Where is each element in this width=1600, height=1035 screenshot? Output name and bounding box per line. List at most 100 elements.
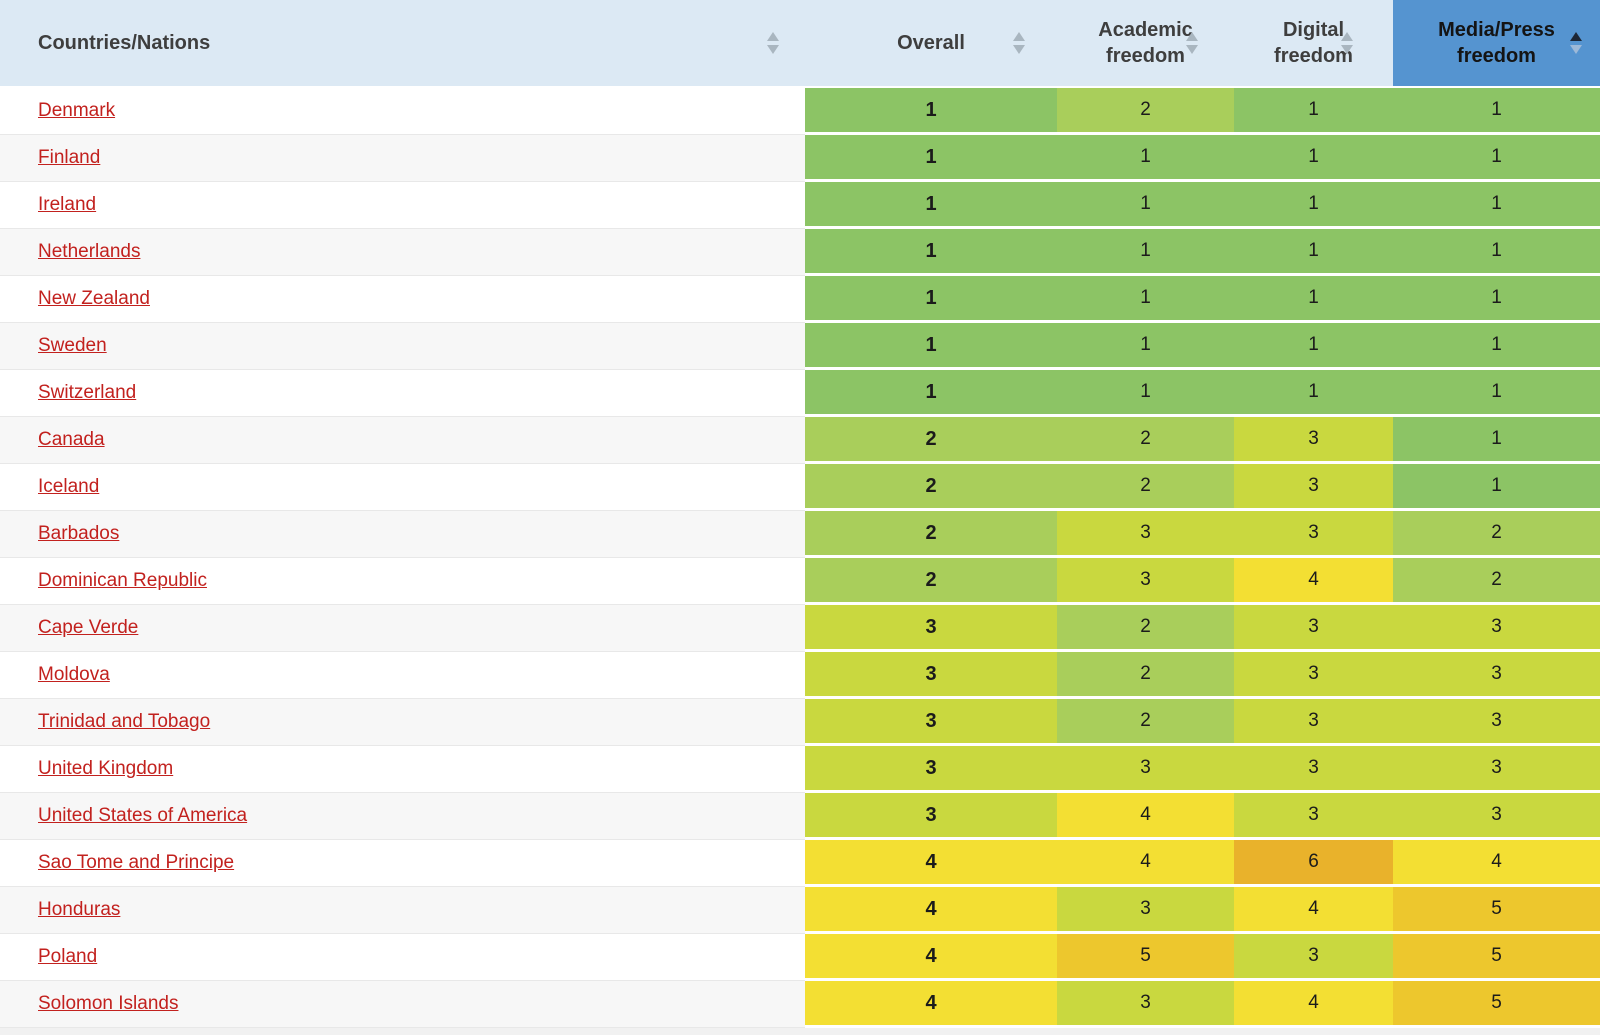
overall-score-cell: 1 xyxy=(805,276,1057,323)
sort-arrows-icon xyxy=(1341,32,1353,54)
country-link[interactable]: Moldova xyxy=(38,664,110,685)
country-link[interactable]: Barbados xyxy=(38,523,120,544)
digital-score-cell: 3 xyxy=(1234,934,1393,981)
country-cell: Moldova xyxy=(0,652,805,699)
country-link[interactable]: Honduras xyxy=(38,899,121,920)
overall-score-cell: 2 xyxy=(805,417,1057,464)
country-link[interactable]: Iceland xyxy=(38,476,100,497)
media-score-cell: 2 xyxy=(1393,558,1600,605)
academic-score-cell: 1 xyxy=(1057,229,1234,276)
overall-score-cell: 3 xyxy=(805,652,1057,699)
sort-arrows-icon xyxy=(1570,32,1582,54)
academic-score-cell: 1 xyxy=(1057,276,1234,323)
academic-score-cell: 4 xyxy=(1057,840,1234,887)
country-link[interactable]: Switzerland xyxy=(38,382,137,403)
digital-score-cell: 1 xyxy=(1234,229,1393,276)
table-row: Canada 2 2 3 1 xyxy=(0,417,1600,464)
table-row: Solomon Islands 4 3 4 5 xyxy=(0,981,1600,1028)
overall-score-cell: 1 xyxy=(805,182,1057,229)
table-row: Honduras 4 3 4 5 xyxy=(0,887,1600,934)
academic-score-cell: 3 xyxy=(1057,746,1234,793)
country-link[interactable]: Cape Verde xyxy=(38,617,139,638)
table-row: Moldova 3 2 3 3 xyxy=(0,652,1600,699)
country-link[interactable]: United Kingdom xyxy=(38,758,174,779)
country-cell: Canada xyxy=(0,417,805,464)
country-link[interactable]: Canada xyxy=(38,429,105,450)
academic-score-cell: 2 xyxy=(1057,652,1234,699)
country-link[interactable]: Solomon Islands xyxy=(38,993,179,1014)
overall-score-cell: 2 xyxy=(805,511,1057,558)
overall-score-cell: 2 xyxy=(805,464,1057,511)
country-cell: Trinidad and Tobago xyxy=(0,699,805,746)
digital-score-cell: 3 xyxy=(1234,464,1393,511)
column-header-countries[interactable]: Countries/Nations xyxy=(0,0,805,88)
overall-score-cell: 1 xyxy=(805,323,1057,370)
academic-score-cell: 2 xyxy=(1057,88,1234,135)
table-row: Poland 4 5 3 5 xyxy=(0,934,1600,981)
media-score-cell: 1 xyxy=(1393,370,1600,417)
sort-desc-icon xyxy=(1186,45,1198,54)
table-row: New Zealand 1 1 1 1 xyxy=(0,276,1600,323)
digital-score-cell: 1 xyxy=(1234,323,1393,370)
overall-score-cell: 3 xyxy=(805,793,1057,840)
country-cell: Sweden xyxy=(0,323,805,370)
country-link[interactable]: Sweden xyxy=(38,335,107,356)
country-link[interactable]: Denmark xyxy=(38,100,116,121)
media-score-cell: 1 xyxy=(1393,135,1600,182)
column-header-label: Overall xyxy=(897,32,965,54)
country-cell: Iceland xyxy=(0,464,805,511)
country-link[interactable]: United States of America xyxy=(38,805,248,826)
media-score-cell: 5 xyxy=(1393,934,1600,981)
country-link[interactable]: Netherlands xyxy=(38,241,141,262)
country-cell: Cape Verde xyxy=(0,605,805,652)
column-header-overall[interactable]: Overall xyxy=(805,0,1057,88)
country-cell: Denmark xyxy=(0,88,805,135)
academic-score-cell: 1 xyxy=(1057,323,1234,370)
sort-arrows-icon xyxy=(767,32,779,54)
country-cell: Honduras xyxy=(0,887,805,934)
sort-desc-icon xyxy=(767,45,779,54)
column-header-label: Digital freedom xyxy=(1274,19,1353,67)
country-link[interactable]: Sao Tome and Principe xyxy=(38,852,235,873)
country-cell: Netherlands xyxy=(0,229,805,276)
academic-score-cell: 1 xyxy=(1057,135,1234,182)
academic-score-cell: 2 xyxy=(1057,605,1234,652)
country-cell: Barbados xyxy=(0,511,805,558)
media-score-cell: 2 xyxy=(1393,511,1600,558)
academic-score-cell: 5 xyxy=(1057,934,1234,981)
overall-score-cell: 1 xyxy=(805,229,1057,276)
digital-score-cell: 4 xyxy=(1234,558,1393,605)
country-link[interactable]: Finland xyxy=(38,147,101,168)
country-link[interactable]: Ireland xyxy=(38,194,97,215)
academic-score-cell: 2 xyxy=(1057,699,1234,746)
sort-desc-icon xyxy=(1570,45,1582,54)
overall-score-cell: 1 xyxy=(805,370,1057,417)
sort-asc-icon xyxy=(1341,32,1353,41)
sort-asc-icon xyxy=(767,32,779,41)
media-score-cell: 1 xyxy=(1393,229,1600,276)
table-row: Cape Verde 3 2 3 3 xyxy=(0,605,1600,652)
table-body: Denmark 1 2 1 1 Finland 1 1 1 1 Ireland 1 1 1 1 Netherl… xyxy=(0,88,1600,1028)
academic-score-cell: 3 xyxy=(1057,558,1234,605)
table-row: Netherlands 1 1 1 1 xyxy=(0,229,1600,276)
column-header-academic-freedom[interactable]: Academic freedom xyxy=(1057,0,1234,88)
overall-score-cell: 3 xyxy=(805,746,1057,793)
sort-arrows-icon xyxy=(1013,32,1025,54)
country-link[interactable]: Poland xyxy=(38,946,98,967)
country-link[interactable]: New Zealand xyxy=(38,288,150,309)
sort-asc-active-icon xyxy=(1570,32,1582,41)
column-header-media-press-freedom[interactable]: Media/Press freedom xyxy=(1393,0,1600,88)
sort-arrows-icon xyxy=(1186,32,1198,54)
table-row: Denmark 1 2 1 1 xyxy=(0,88,1600,135)
academic-score-cell: 1 xyxy=(1057,182,1234,229)
column-header-digital-freedom[interactable]: Digital freedom xyxy=(1234,0,1393,88)
academic-score-cell: 1 xyxy=(1057,370,1234,417)
media-score-cell: 1 xyxy=(1393,323,1600,370)
media-score-cell: 1 xyxy=(1393,88,1600,135)
overall-score-cell: 4 xyxy=(805,840,1057,887)
overall-score-cell: 3 xyxy=(805,699,1057,746)
country-link[interactable]: Dominican Republic xyxy=(38,570,207,591)
overall-score-cell: 4 xyxy=(805,934,1057,981)
country-link[interactable]: Trinidad and Tobago xyxy=(38,711,211,732)
